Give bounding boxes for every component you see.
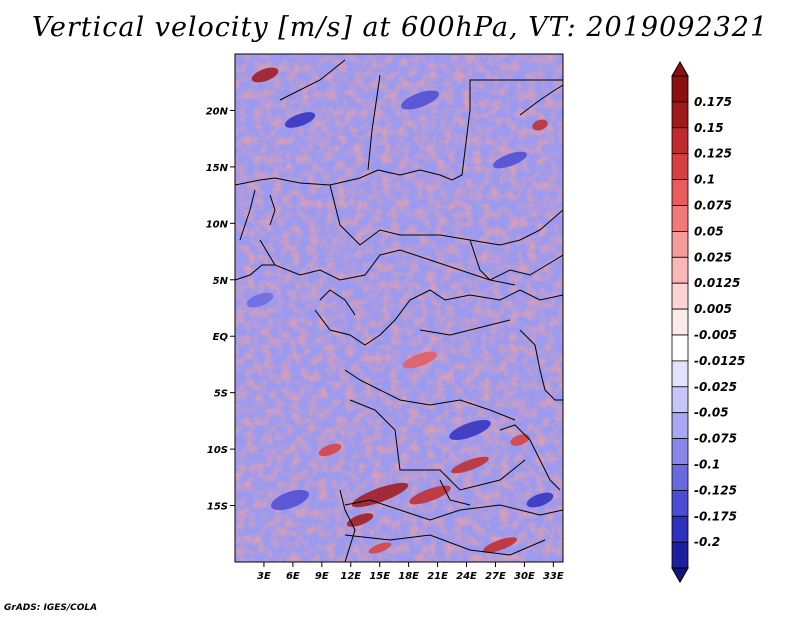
colorbar-label: 0.0125 (694, 276, 740, 290)
lat-tick-label: 10N (206, 219, 229, 230)
longitude-axis: 3E 6E 9E 12E 15E 18E 21E 24E 27E 30E 33E (257, 562, 564, 582)
colorbar-label: -0.125 (694, 483, 737, 497)
colorbar-swatch (671, 101, 689, 129)
velocity-streak (271, 489, 309, 511)
colorbar-label: -0.2 (694, 535, 720, 549)
country-borders (235, 59, 563, 562)
chart-title: Vertical velocity [m/s] at 600hPa, VT: 2… (31, 12, 769, 43)
colorbar-label: 0.075 (694, 199, 732, 213)
colorbar-swatch (671, 515, 689, 543)
velocity-streak (409, 485, 451, 505)
lon-tick-label: 3E (257, 571, 271, 582)
velocity-streak (510, 434, 530, 446)
lon-tick-label: 21E (427, 571, 448, 582)
velocity-streak (532, 119, 548, 131)
colorbar-swatch (671, 205, 689, 232)
latitude-axis: 20N 15N 10N 5N EQ 5S 10S 15S (206, 106, 235, 513)
colorbar-label: 0.025 (694, 250, 732, 264)
colorbar-label: 0.175 (694, 95, 732, 109)
velocity-streak (251, 67, 279, 83)
lat-tick-label: 15N (206, 163, 229, 174)
colorbar-label: 0.15 (694, 121, 724, 135)
colorbar-swatch (671, 438, 689, 465)
lat-tick-label: 5N (213, 276, 229, 287)
colorbar-swatch (671, 127, 689, 155)
velocity-streak (449, 420, 491, 440)
lat-tick-label: 10S (207, 445, 228, 456)
colorbar-swatch (671, 489, 689, 517)
colorbar-label: -0.1 (694, 458, 720, 472)
colorbar-label: -0.025 (694, 380, 737, 394)
colorbar-label: 0.005 (694, 302, 732, 316)
lon-tick-label: 12E (340, 571, 361, 582)
lon-tick-label: 33E (543, 571, 564, 582)
lon-tick-label: 18E (398, 571, 419, 582)
velocity-streak (246, 292, 274, 308)
colorbar-bottom-arrow (671, 567, 689, 584)
lon-tick-label: 24E (456, 571, 477, 582)
colorbar-swatch (671, 308, 689, 336)
colorbar-swatch (671, 256, 689, 284)
colorbar-label: -0.005 (694, 328, 737, 342)
lat-tick-label: 20N (206, 106, 229, 117)
colorbar-label: 0.1 (694, 173, 715, 187)
colorbar-swatch (671, 386, 689, 414)
colorbar-label: 0.125 (694, 147, 732, 161)
velocity-streak (346, 513, 374, 527)
lon-tick-label: 15E (369, 571, 390, 582)
velocity-streak (482, 537, 518, 553)
lon-tick-label: 27E (485, 571, 506, 582)
velocity-streak (451, 456, 489, 474)
colorbar-top-arrow (671, 60, 689, 77)
colorbar-label: 0.05 (694, 224, 724, 238)
colorbar-swatch (671, 179, 689, 206)
colorbar-swatch (671, 412, 689, 440)
velocity-streak (401, 90, 439, 110)
colorbar-swatch (671, 282, 689, 310)
velocity-streak (402, 351, 438, 369)
colorbar-swatch (671, 75, 689, 103)
colorbar-swatch (671, 464, 689, 491)
colorbar-label: -0.05 (694, 406, 729, 420)
velocity-streak (284, 112, 316, 128)
credit-label: GrADS: IGES/COLA (4, 603, 98, 613)
colorbar-label: -0.0125 (694, 354, 745, 368)
colorbar-label: -0.175 (694, 509, 737, 523)
velocity-streak (318, 443, 342, 457)
colorbar-swatch (671, 541, 689, 569)
lat-tick-label: EQ (213, 332, 229, 343)
colorbar-swatch (671, 153, 689, 180)
lon-tick-label: 9E (315, 571, 329, 582)
colorbar-swatch (671, 230, 689, 258)
colorbar-swatch (671, 334, 689, 362)
velocity-streak (368, 542, 392, 554)
map-frame (234, 53, 564, 563)
lat-tick-label: 5S (214, 389, 228, 400)
lon-tick-label: 6E (286, 571, 300, 582)
lat-tick-label: 15S (207, 502, 228, 513)
lon-tick-label: 30E (514, 571, 535, 582)
colorbar-swatch (671, 360, 689, 388)
velocity-streak (492, 151, 528, 169)
velocity-streak (526, 492, 554, 508)
colorbar-label: -0.075 (694, 432, 737, 446)
